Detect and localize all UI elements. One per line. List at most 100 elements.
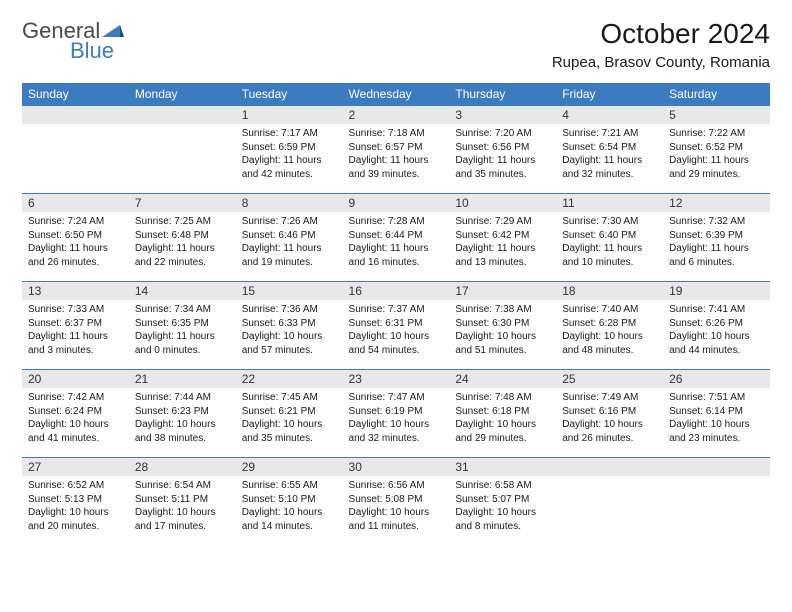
sunset-text: Sunset: 6:19 PM [349, 405, 444, 419]
sunset-text: Sunset: 6:28 PM [562, 317, 657, 331]
sunrise-text: Sunrise: 7:51 AM [669, 391, 764, 405]
daylight-text-1: Daylight: 10 hours [242, 506, 337, 520]
day-details: Sunrise: 7:17 AMSunset: 6:59 PMDaylight:… [236, 124, 343, 185]
day-number: 25 [556, 370, 663, 388]
day-details: Sunrise: 7:24 AMSunset: 6:50 PMDaylight:… [22, 212, 129, 273]
calendar-cell: 4Sunrise: 7:21 AMSunset: 6:54 PMDaylight… [556, 106, 663, 194]
calendar-cell: 5Sunrise: 7:22 AMSunset: 6:52 PMDaylight… [663, 106, 770, 194]
sunrise-text: Sunrise: 7:32 AM [669, 215, 764, 229]
daylight-text-2: and 17 minutes. [135, 520, 230, 534]
sunrise-text: Sunrise: 7:45 AM [242, 391, 337, 405]
day-number: 29 [236, 458, 343, 476]
calendar-row: 6Sunrise: 7:24 AMSunset: 6:50 PMDaylight… [22, 194, 770, 282]
day-number: 9 [343, 194, 450, 212]
daylight-text-1: Daylight: 11 hours [242, 154, 337, 168]
day-number: 18 [556, 282, 663, 300]
sunrise-text: Sunrise: 7:49 AM [562, 391, 657, 405]
sunset-text: Sunset: 6:44 PM [349, 229, 444, 243]
sunset-text: Sunset: 6:16 PM [562, 405, 657, 419]
daylight-text-2: and 32 minutes. [349, 432, 444, 446]
calendar-cell: 17Sunrise: 7:38 AMSunset: 6:30 PMDayligh… [449, 282, 556, 370]
sunset-text: Sunset: 6:24 PM [28, 405, 123, 419]
calendar-row: 20Sunrise: 7:42 AMSunset: 6:24 PMDayligh… [22, 370, 770, 458]
day-number [22, 106, 129, 124]
day-details: Sunrise: 7:38 AMSunset: 6:30 PMDaylight:… [449, 300, 556, 361]
daylight-text-2: and 39 minutes. [349, 168, 444, 182]
sunset-text: Sunset: 6:23 PM [135, 405, 230, 419]
sunrise-text: Sunrise: 7:20 AM [455, 127, 550, 141]
sunrise-text: Sunrise: 7:47 AM [349, 391, 444, 405]
daylight-text-2: and 3 minutes. [28, 344, 123, 358]
sunrise-text: Sunrise: 7:29 AM [455, 215, 550, 229]
day-number: 19 [663, 282, 770, 300]
sunrise-text: Sunrise: 7:28 AM [349, 215, 444, 229]
day-number: 23 [343, 370, 450, 388]
calendar-row: 1Sunrise: 7:17 AMSunset: 6:59 PMDaylight… [22, 106, 770, 194]
month-title: October 2024 [552, 18, 770, 50]
day-number [129, 106, 236, 124]
day-details: Sunrise: 7:32 AMSunset: 6:39 PMDaylight:… [663, 212, 770, 273]
day-details [556, 476, 663, 536]
calendar-cell: 14Sunrise: 7:34 AMSunset: 6:35 PMDayligh… [129, 282, 236, 370]
calendar-cell: 11Sunrise: 7:30 AMSunset: 6:40 PMDayligh… [556, 194, 663, 282]
calendar-cell: 6Sunrise: 7:24 AMSunset: 6:50 PMDaylight… [22, 194, 129, 282]
calendar: Sunday Monday Tuesday Wednesday Thursday… [22, 83, 770, 546]
daylight-text-1: Daylight: 10 hours [349, 418, 444, 432]
day-details: Sunrise: 7:36 AMSunset: 6:33 PMDaylight:… [236, 300, 343, 361]
day-details: Sunrise: 7:51 AMSunset: 6:14 PMDaylight:… [663, 388, 770, 449]
daylight-text-2: and 29 minutes. [669, 168, 764, 182]
sunset-text: Sunset: 6:50 PM [28, 229, 123, 243]
calendar-cell: 22Sunrise: 7:45 AMSunset: 6:21 PMDayligh… [236, 370, 343, 458]
sunrise-text: Sunrise: 7:24 AM [28, 215, 123, 229]
logo-text-blue: Blue [70, 38, 114, 64]
calendar-cell: 27Sunrise: 6:52 AMSunset: 5:13 PMDayligh… [22, 458, 129, 546]
sunrise-text: Sunrise: 7:34 AM [135, 303, 230, 317]
daylight-text-1: Daylight: 11 hours [562, 154, 657, 168]
calendar-cell: 9Sunrise: 7:28 AMSunset: 6:44 PMDaylight… [343, 194, 450, 282]
day-number: 20 [22, 370, 129, 388]
daylight-text-1: Daylight: 10 hours [562, 330, 657, 344]
daylight-text-1: Daylight: 10 hours [349, 330, 444, 344]
day-details: Sunrise: 7:37 AMSunset: 6:31 PMDaylight:… [343, 300, 450, 361]
daylight-text-1: Daylight: 11 hours [669, 242, 764, 256]
day-number: 10 [449, 194, 556, 212]
day-number: 5 [663, 106, 770, 124]
daylight-text-2: and 0 minutes. [135, 344, 230, 358]
day-details: Sunrise: 7:34 AMSunset: 6:35 PMDaylight:… [129, 300, 236, 361]
sunset-text: Sunset: 6:40 PM [562, 229, 657, 243]
calendar-cell: 3Sunrise: 7:20 AMSunset: 6:56 PMDaylight… [449, 106, 556, 194]
sunset-text: Sunset: 6:52 PM [669, 141, 764, 155]
daylight-text-1: Daylight: 10 hours [242, 418, 337, 432]
calendar-row: 27Sunrise: 6:52 AMSunset: 5:13 PMDayligh… [22, 458, 770, 546]
daylight-text-2: and 54 minutes. [349, 344, 444, 358]
daylight-text-2: and 11 minutes. [349, 520, 444, 534]
weekday-header: Wednesday [343, 83, 450, 106]
day-details: Sunrise: 7:49 AMSunset: 6:16 PMDaylight:… [556, 388, 663, 449]
daylight-text-2: and 6 minutes. [669, 256, 764, 270]
daylight-text-2: and 26 minutes. [562, 432, 657, 446]
calendar-cell: 30Sunrise: 6:56 AMSunset: 5:08 PMDayligh… [343, 458, 450, 546]
day-details: Sunrise: 7:21 AMSunset: 6:54 PMDaylight:… [556, 124, 663, 185]
daylight-text-1: Daylight: 11 hours [28, 242, 123, 256]
daylight-text-1: Daylight: 11 hours [669, 154, 764, 168]
sunset-text: Sunset: 5:07 PM [455, 493, 550, 507]
day-number: 28 [129, 458, 236, 476]
day-number: 16 [343, 282, 450, 300]
sunrise-text: Sunrise: 7:26 AM [242, 215, 337, 229]
day-number: 27 [22, 458, 129, 476]
sunset-text: Sunset: 6:54 PM [562, 141, 657, 155]
sunrise-text: Sunrise: 6:55 AM [242, 479, 337, 493]
calendar-cell: 29Sunrise: 6:55 AMSunset: 5:10 PMDayligh… [236, 458, 343, 546]
sunset-text: Sunset: 6:14 PM [669, 405, 764, 419]
sunrise-text: Sunrise: 7:36 AM [242, 303, 337, 317]
sunrise-text: Sunrise: 7:44 AM [135, 391, 230, 405]
daylight-text-1: Daylight: 10 hours [242, 330, 337, 344]
sunrise-text: Sunrise: 6:54 AM [135, 479, 230, 493]
day-number: 2 [343, 106, 450, 124]
day-details [22, 124, 129, 184]
sunrise-text: Sunrise: 6:58 AM [455, 479, 550, 493]
sunset-text: Sunset: 6:33 PM [242, 317, 337, 331]
sunset-text: Sunset: 5:08 PM [349, 493, 444, 507]
sunrise-text: Sunrise: 6:56 AM [349, 479, 444, 493]
calendar-cell: 2Sunrise: 7:18 AMSunset: 6:57 PMDaylight… [343, 106, 450, 194]
